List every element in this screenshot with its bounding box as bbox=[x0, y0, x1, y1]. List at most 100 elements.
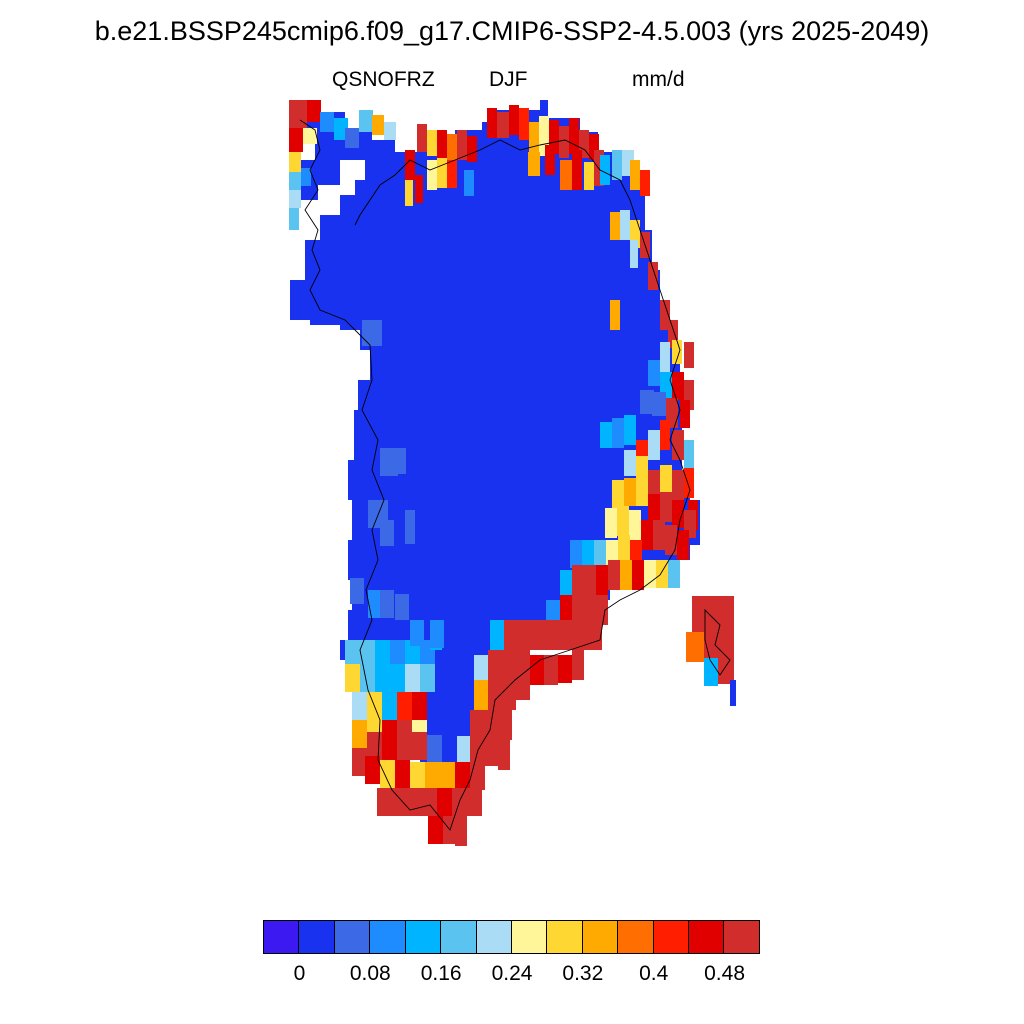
map-grid-cell bbox=[530, 655, 544, 685]
map-grid-cell bbox=[405, 150, 415, 180]
map-grid-cell bbox=[572, 650, 584, 680]
map-grid-cell bbox=[377, 788, 392, 816]
map-grid-cell bbox=[440, 762, 455, 790]
map-grid-cell bbox=[301, 168, 311, 186]
map-grid-cell bbox=[455, 816, 467, 846]
colorbar-segment bbox=[440, 920, 477, 954]
map-grid-cell bbox=[718, 658, 734, 684]
map-grid-cell bbox=[660, 465, 672, 493]
map-grid-cell bbox=[490, 620, 504, 650]
map-grid-cell bbox=[352, 748, 367, 776]
colorbar-tick-label: 0.48 bbox=[704, 962, 745, 985]
map-grid-cell bbox=[422, 788, 437, 816]
map-grid-cell bbox=[488, 650, 502, 680]
map-grid-cell bbox=[610, 212, 620, 240]
colorbar-segment bbox=[333, 920, 371, 954]
map-grid-cell bbox=[636, 476, 648, 506]
map-grid-cell bbox=[289, 152, 301, 172]
map-grid-cell bbox=[474, 680, 488, 710]
map-grid-cell bbox=[405, 180, 413, 206]
map-grid-cell bbox=[415, 175, 423, 203]
map-grid-cell bbox=[584, 595, 596, 625]
colorbar-segment bbox=[652, 920, 690, 954]
map-grid-cell bbox=[560, 595, 572, 625]
map-grid-cell bbox=[397, 692, 412, 720]
map-grid-cell bbox=[570, 540, 582, 568]
map-grid-cell bbox=[412, 732, 427, 760]
map-grid-cell bbox=[345, 664, 360, 692]
colorbar-tick-label: 0.16 bbox=[420, 962, 462, 985]
map-grid-cell bbox=[692, 596, 734, 632]
map-grid-cell bbox=[390, 640, 405, 666]
map-grid-cell bbox=[648, 494, 660, 522]
map-grid-cell bbox=[470, 710, 484, 740]
colorbar-segment bbox=[298, 920, 335, 954]
map-grid-cell bbox=[612, 418, 624, 448]
map-grid-cell bbox=[345, 640, 360, 664]
map-grid-cell bbox=[684, 342, 694, 368]
map-grid-cell bbox=[509, 105, 519, 135]
map-grid-cell bbox=[640, 170, 650, 196]
map-grid-cell bbox=[644, 560, 656, 588]
map-grid-cell bbox=[648, 430, 660, 460]
colorbar-segment bbox=[263, 920, 300, 954]
units-label: mm/d bbox=[632, 68, 685, 91]
map-grid-cell bbox=[572, 150, 582, 190]
map-grid-cell bbox=[582, 540, 594, 568]
map-grid-cell bbox=[584, 565, 596, 595]
map-grid-cell bbox=[425, 762, 440, 790]
map-grid-cell bbox=[574, 620, 588, 650]
map-grid-cell bbox=[529, 122, 539, 152]
map-grid-cell bbox=[630, 160, 640, 190]
map-grid-cell bbox=[624, 478, 636, 506]
map-grid-cell bbox=[686, 632, 704, 662]
map-grid-cell bbox=[672, 470, 684, 500]
coastline-island bbox=[704, 608, 731, 676]
map-grid-cell bbox=[442, 735, 457, 763]
colorbar-segment bbox=[617, 920, 654, 954]
map-grid-cell bbox=[359, 110, 373, 132]
map-grid-cell bbox=[395, 760, 410, 788]
map-grid-cell bbox=[384, 122, 396, 140]
map-grid-cell bbox=[467, 136, 477, 162]
map-grid-cell bbox=[572, 595, 584, 625]
map-grid-cell bbox=[528, 152, 540, 176]
map-grid-cell bbox=[456, 736, 470, 766]
map-grid-cell bbox=[474, 655, 488, 681]
map-grid-cell bbox=[684, 380, 694, 410]
map-grid-cell bbox=[380, 520, 394, 546]
map-grid-cell bbox=[560, 620, 574, 650]
map-grid-cell bbox=[350, 578, 364, 604]
colorbar-tick-label: 0.08 bbox=[349, 962, 391, 985]
coastline-west bbox=[299, 119, 691, 831]
map-grid-cell bbox=[498, 740, 510, 770]
map-grid-cell bbox=[569, 118, 579, 154]
map-grid-cell bbox=[427, 160, 437, 190]
colorbar-segment bbox=[581, 920, 619, 954]
map-grid-cell bbox=[412, 692, 427, 720]
map-grid-cell bbox=[502, 680, 516, 710]
map-grid-cell bbox=[588, 620, 602, 650]
map-grid-cell bbox=[624, 450, 636, 476]
map-grid-cell bbox=[497, 112, 509, 138]
map-grid-cell bbox=[443, 816, 458, 844]
map-grid-cell bbox=[427, 130, 437, 156]
map-grid-cell bbox=[352, 720, 367, 748]
map-grid-cell bbox=[437, 130, 447, 158]
map-grid-cell bbox=[620, 560, 632, 590]
map-grid-cell bbox=[447, 160, 457, 188]
map-grid-cell bbox=[668, 320, 678, 348]
map-grid-cell bbox=[372, 115, 384, 135]
map-grid-cell bbox=[632, 560, 644, 590]
map-grid-cell bbox=[289, 208, 299, 230]
map-grid-cell bbox=[504, 620, 518, 650]
map-grid-cell bbox=[303, 128, 317, 144]
map-grid-cell bbox=[684, 440, 694, 470]
variable-label: QSNOFRZ bbox=[332, 68, 435, 91]
map-grid-cell bbox=[516, 680, 530, 700]
map-grid-cell bbox=[579, 130, 589, 158]
map-grid-cell bbox=[545, 145, 555, 175]
colorbar bbox=[263, 920, 760, 954]
map-grid-cell bbox=[618, 535, 630, 565]
